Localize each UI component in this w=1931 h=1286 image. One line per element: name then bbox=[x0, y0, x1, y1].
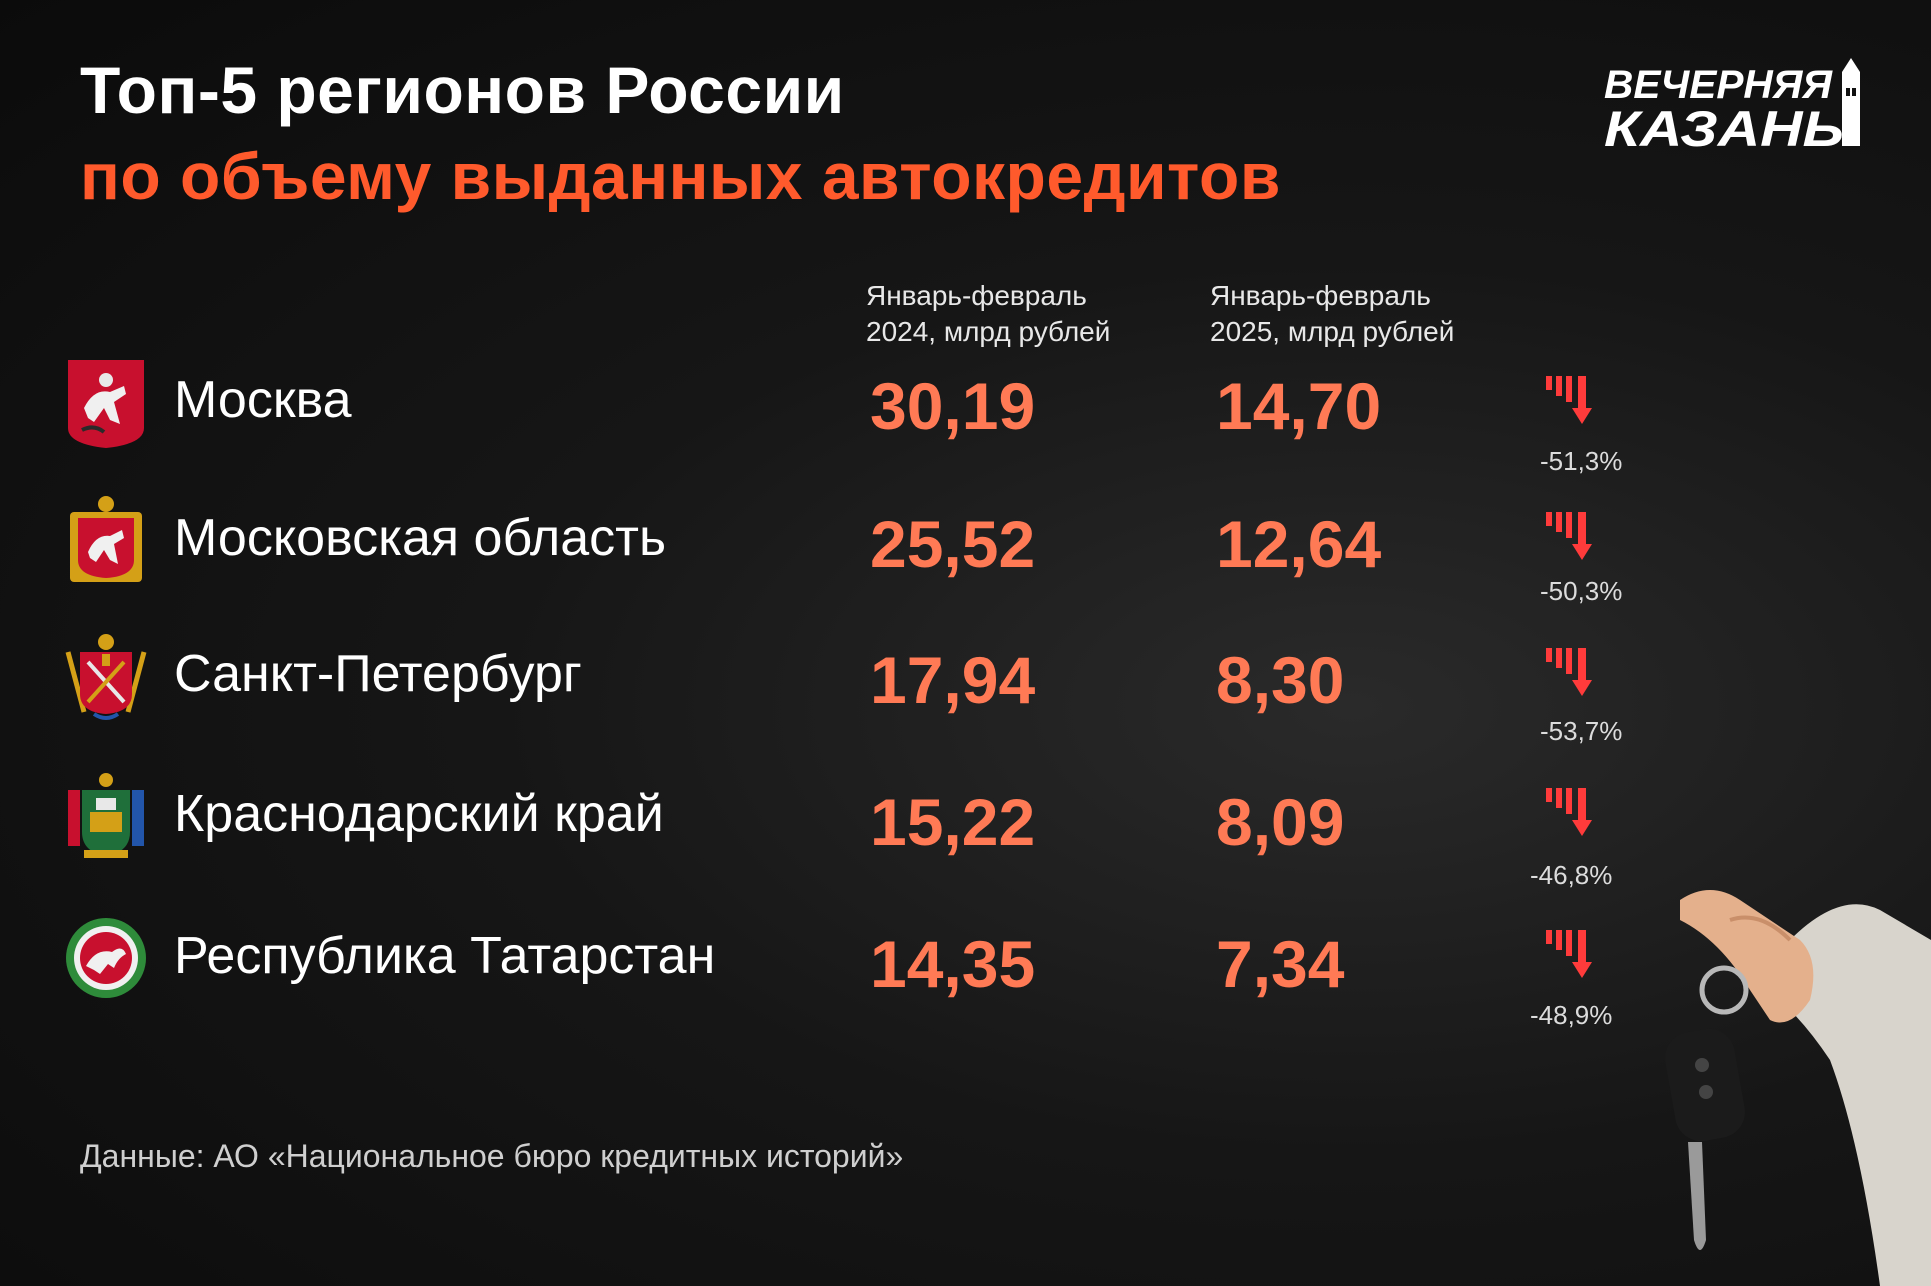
value-2024: 15,22 bbox=[870, 785, 1036, 859]
decline-bars-icon bbox=[1546, 376, 1592, 424]
change-percent: -53,7% bbox=[1540, 716, 1623, 746]
decline-bars-icon bbox=[1546, 512, 1592, 560]
value-2025: 14,70 bbox=[1216, 369, 1382, 443]
saint-petersburg-coat-of-arms-icon bbox=[65, 634, 147, 720]
value-2025: 12,64 bbox=[1216, 507, 1382, 581]
column-header-2024: Январь-февраль 2024, млрд рублей bbox=[866, 278, 1110, 350]
decline-bars-icon bbox=[1546, 648, 1592, 696]
region-name: Московская область bbox=[174, 509, 667, 567]
data-source-note: Данные: АО «Национальное бюро кредитных … bbox=[80, 1138, 904, 1174]
value-2024: 14,35 bbox=[870, 927, 1036, 1001]
logo-line-2: КАЗАНЬ bbox=[1604, 101, 1844, 150]
value-2025: 8,30 bbox=[1216, 643, 1345, 717]
region-name: Краснодарский край bbox=[174, 785, 664, 843]
table-row: Санкт-Петербург 17,94 8,30 -53,7% bbox=[0, 630, 1931, 760]
column-header-2025-line-2: 2025, млрд рублей bbox=[1210, 316, 1455, 347]
value-2024: 30,19 bbox=[870, 369, 1036, 443]
change-percent: -51,3% bbox=[1540, 446, 1623, 476]
region-name: Санкт-Петербург bbox=[174, 645, 582, 703]
tatarstan-coat-of-arms-icon bbox=[66, 918, 146, 998]
column-header-2024-line-1: Январь-февраль bbox=[866, 280, 1087, 311]
table-row: Московская область 25,52 12,64 -50,3% bbox=[0, 494, 1931, 624]
value-2024: 17,94 bbox=[870, 643, 1036, 717]
moscow-coat-of-arms-icon bbox=[68, 360, 144, 448]
moscow-oblast-coat-of-arms-icon bbox=[70, 496, 142, 582]
change-percent: -50,3% bbox=[1540, 576, 1623, 606]
column-header-2025-line-1: Январь-февраль bbox=[1210, 280, 1431, 311]
change-percent: -46,8% bbox=[1530, 860, 1613, 890]
krasnodar-krai-coat-of-arms-icon bbox=[68, 773, 144, 858]
title-line-2: по объему выданных автокредитов bbox=[80, 139, 1281, 213]
table-row: Краснодарский край 15,22 8,09 -46,8% bbox=[0, 772, 1931, 902]
decline-bars-icon bbox=[1546, 930, 1592, 978]
value-2024: 25,52 bbox=[870, 507, 1036, 581]
table-row: Республика Татарстан 14,35 7,34 -48,9% bbox=[0, 910, 1931, 1040]
decline-bars-icon bbox=[1546, 788, 1592, 836]
kremlin-tower-icon bbox=[1842, 58, 1860, 146]
change-percent: -48,9% bbox=[1530, 1000, 1613, 1030]
region-name: Москва bbox=[174, 371, 352, 429]
region-name: Республика Татарстан bbox=[174, 927, 716, 985]
logo-line-1: ВЕЧЕРНЯЯ bbox=[1604, 63, 1833, 107]
table-row: Москва 30,19 14,70 -51,3% bbox=[0, 356, 1931, 486]
value-2025: 7,34 bbox=[1216, 927, 1345, 1001]
vechernyaya-kazan-logo: ВЕЧЕРНЯЯ КАЗАНЬ bbox=[1604, 58, 1860, 150]
hand-with-car-key-icon bbox=[1665, 890, 1931, 1286]
title-line-1: Топ-5 регионов России bbox=[80, 53, 845, 127]
value-2025: 8,09 bbox=[1216, 785, 1345, 859]
column-header-2025: Январь-февраль 2025, млрд рублей bbox=[1210, 278, 1454, 350]
column-header-2024-line-2: 2024, млрд рублей bbox=[866, 316, 1111, 347]
